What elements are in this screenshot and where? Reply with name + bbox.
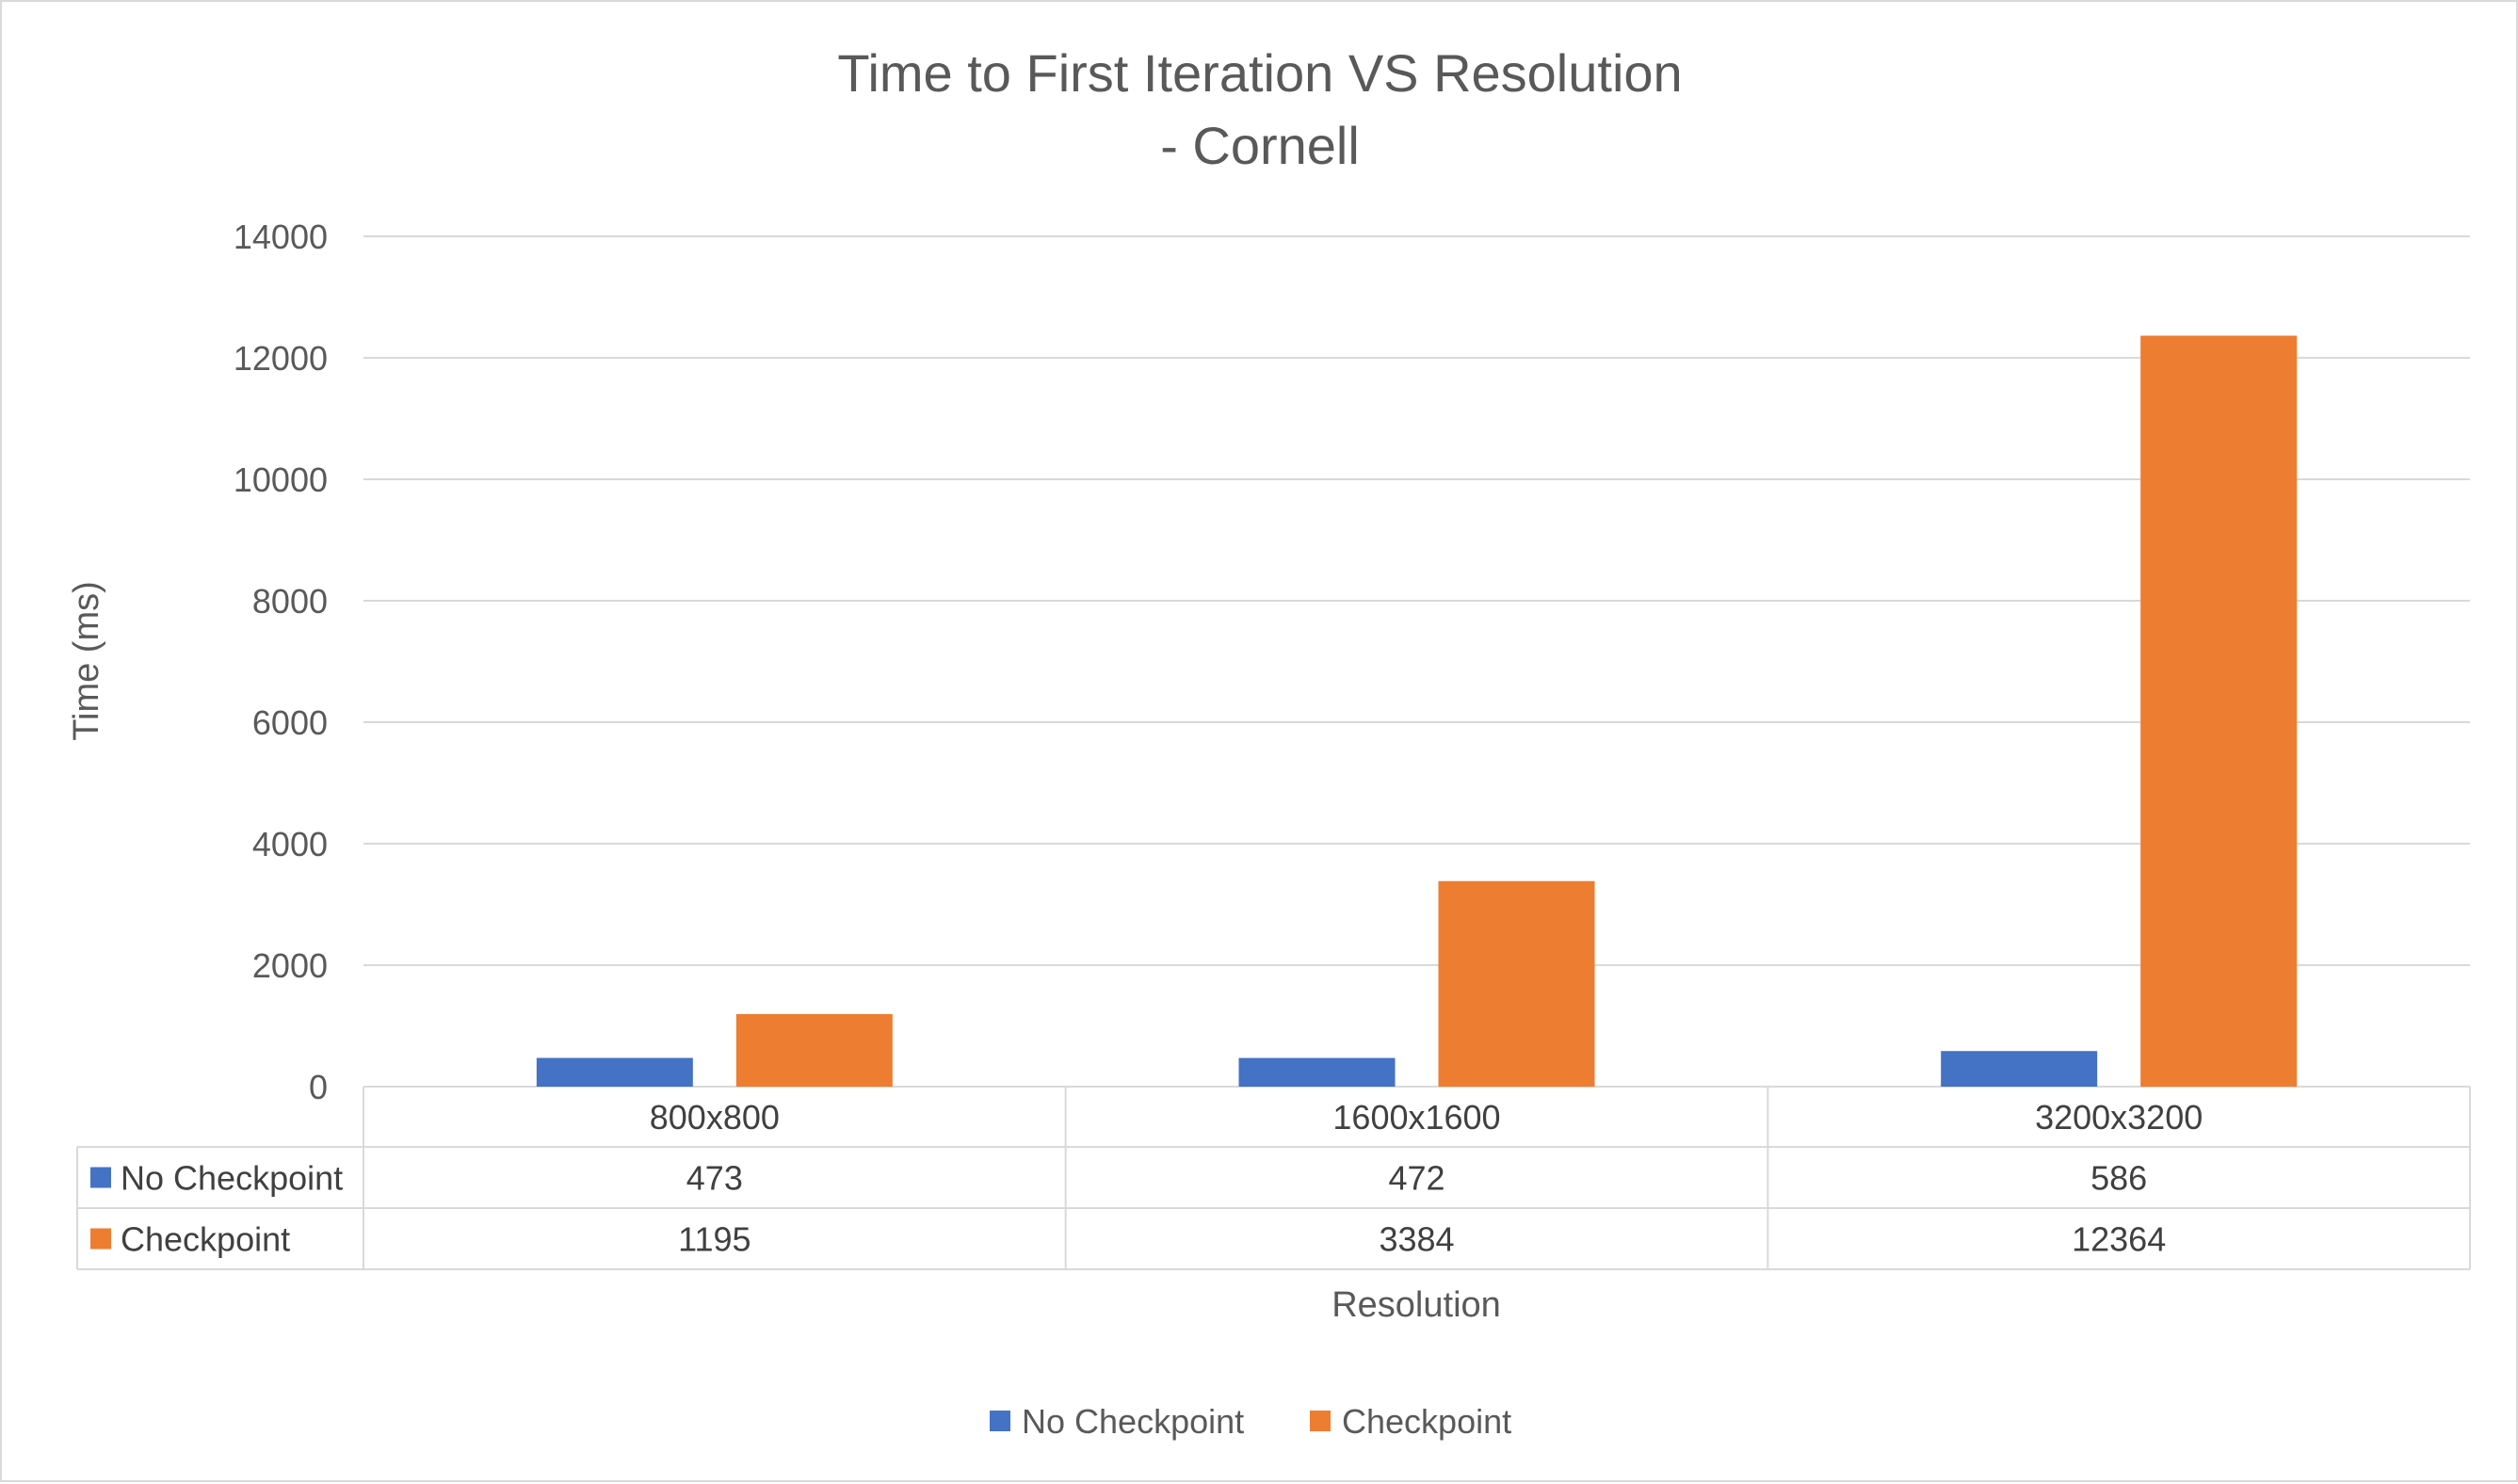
bar xyxy=(1438,880,1595,1087)
data-table: 800x800 1600x1600 3200x3200 No Checkpoint 47… xyxy=(76,1087,2471,1270)
series-label: No Checkpoint xyxy=(121,1159,343,1198)
y-tick-label: 8000 xyxy=(252,582,328,621)
legend: No Checkpoint Checkpoint xyxy=(990,1402,1511,1441)
data-label: 472 xyxy=(1388,1159,1445,1198)
y-tick-label: 4000 xyxy=(252,825,328,863)
y-tick-label: 12000 xyxy=(234,339,328,378)
data-label: 473 xyxy=(686,1159,743,1198)
x-tick-label: 1600x1600 xyxy=(1332,1098,1500,1137)
data-label: 12364 xyxy=(2072,1220,2166,1259)
y-tick-label: 0 xyxy=(309,1068,328,1106)
y-tick-label: 2000 xyxy=(252,946,328,985)
legend-key xyxy=(90,1167,111,1188)
bars xyxy=(536,335,2298,1088)
chart-title: Time to First Iteration VS Resolution xyxy=(837,43,1682,103)
x-tick-label: 800x800 xyxy=(650,1098,780,1137)
y-axis-title: Time (ms) xyxy=(67,581,106,741)
bar xyxy=(1941,1051,2098,1087)
bar xyxy=(536,1057,693,1087)
legend-label: Checkpoint xyxy=(1342,1402,1511,1441)
bar xyxy=(735,1013,893,1087)
legend-key xyxy=(990,1411,1010,1431)
legend-key xyxy=(90,1228,111,1250)
data-label: 3384 xyxy=(1379,1220,1454,1259)
data-label: 1195 xyxy=(678,1220,751,1259)
chart-subtitle: - Cornell xyxy=(1160,116,1360,175)
y-tick-label: 14000 xyxy=(234,218,328,256)
y-tick-label: 6000 xyxy=(252,703,328,742)
data-label: 586 xyxy=(2090,1159,2147,1198)
bar xyxy=(2140,335,2298,1088)
bar xyxy=(1238,1057,1396,1087)
series-label: Checkpoint xyxy=(121,1220,290,1259)
y-tick-label: 10000 xyxy=(234,460,328,499)
gridlines xyxy=(363,235,2470,1088)
x-tick-label: 3200x3200 xyxy=(2035,1098,2203,1137)
x-axis-title: Resolution xyxy=(1332,1285,1501,1325)
legend-key xyxy=(1310,1411,1331,1431)
y-axis-ticks: 0 2000 4000 6000 8000 10000 12000 14000 xyxy=(234,218,328,1106)
legend-label: No Checkpoint xyxy=(1022,1402,1244,1441)
